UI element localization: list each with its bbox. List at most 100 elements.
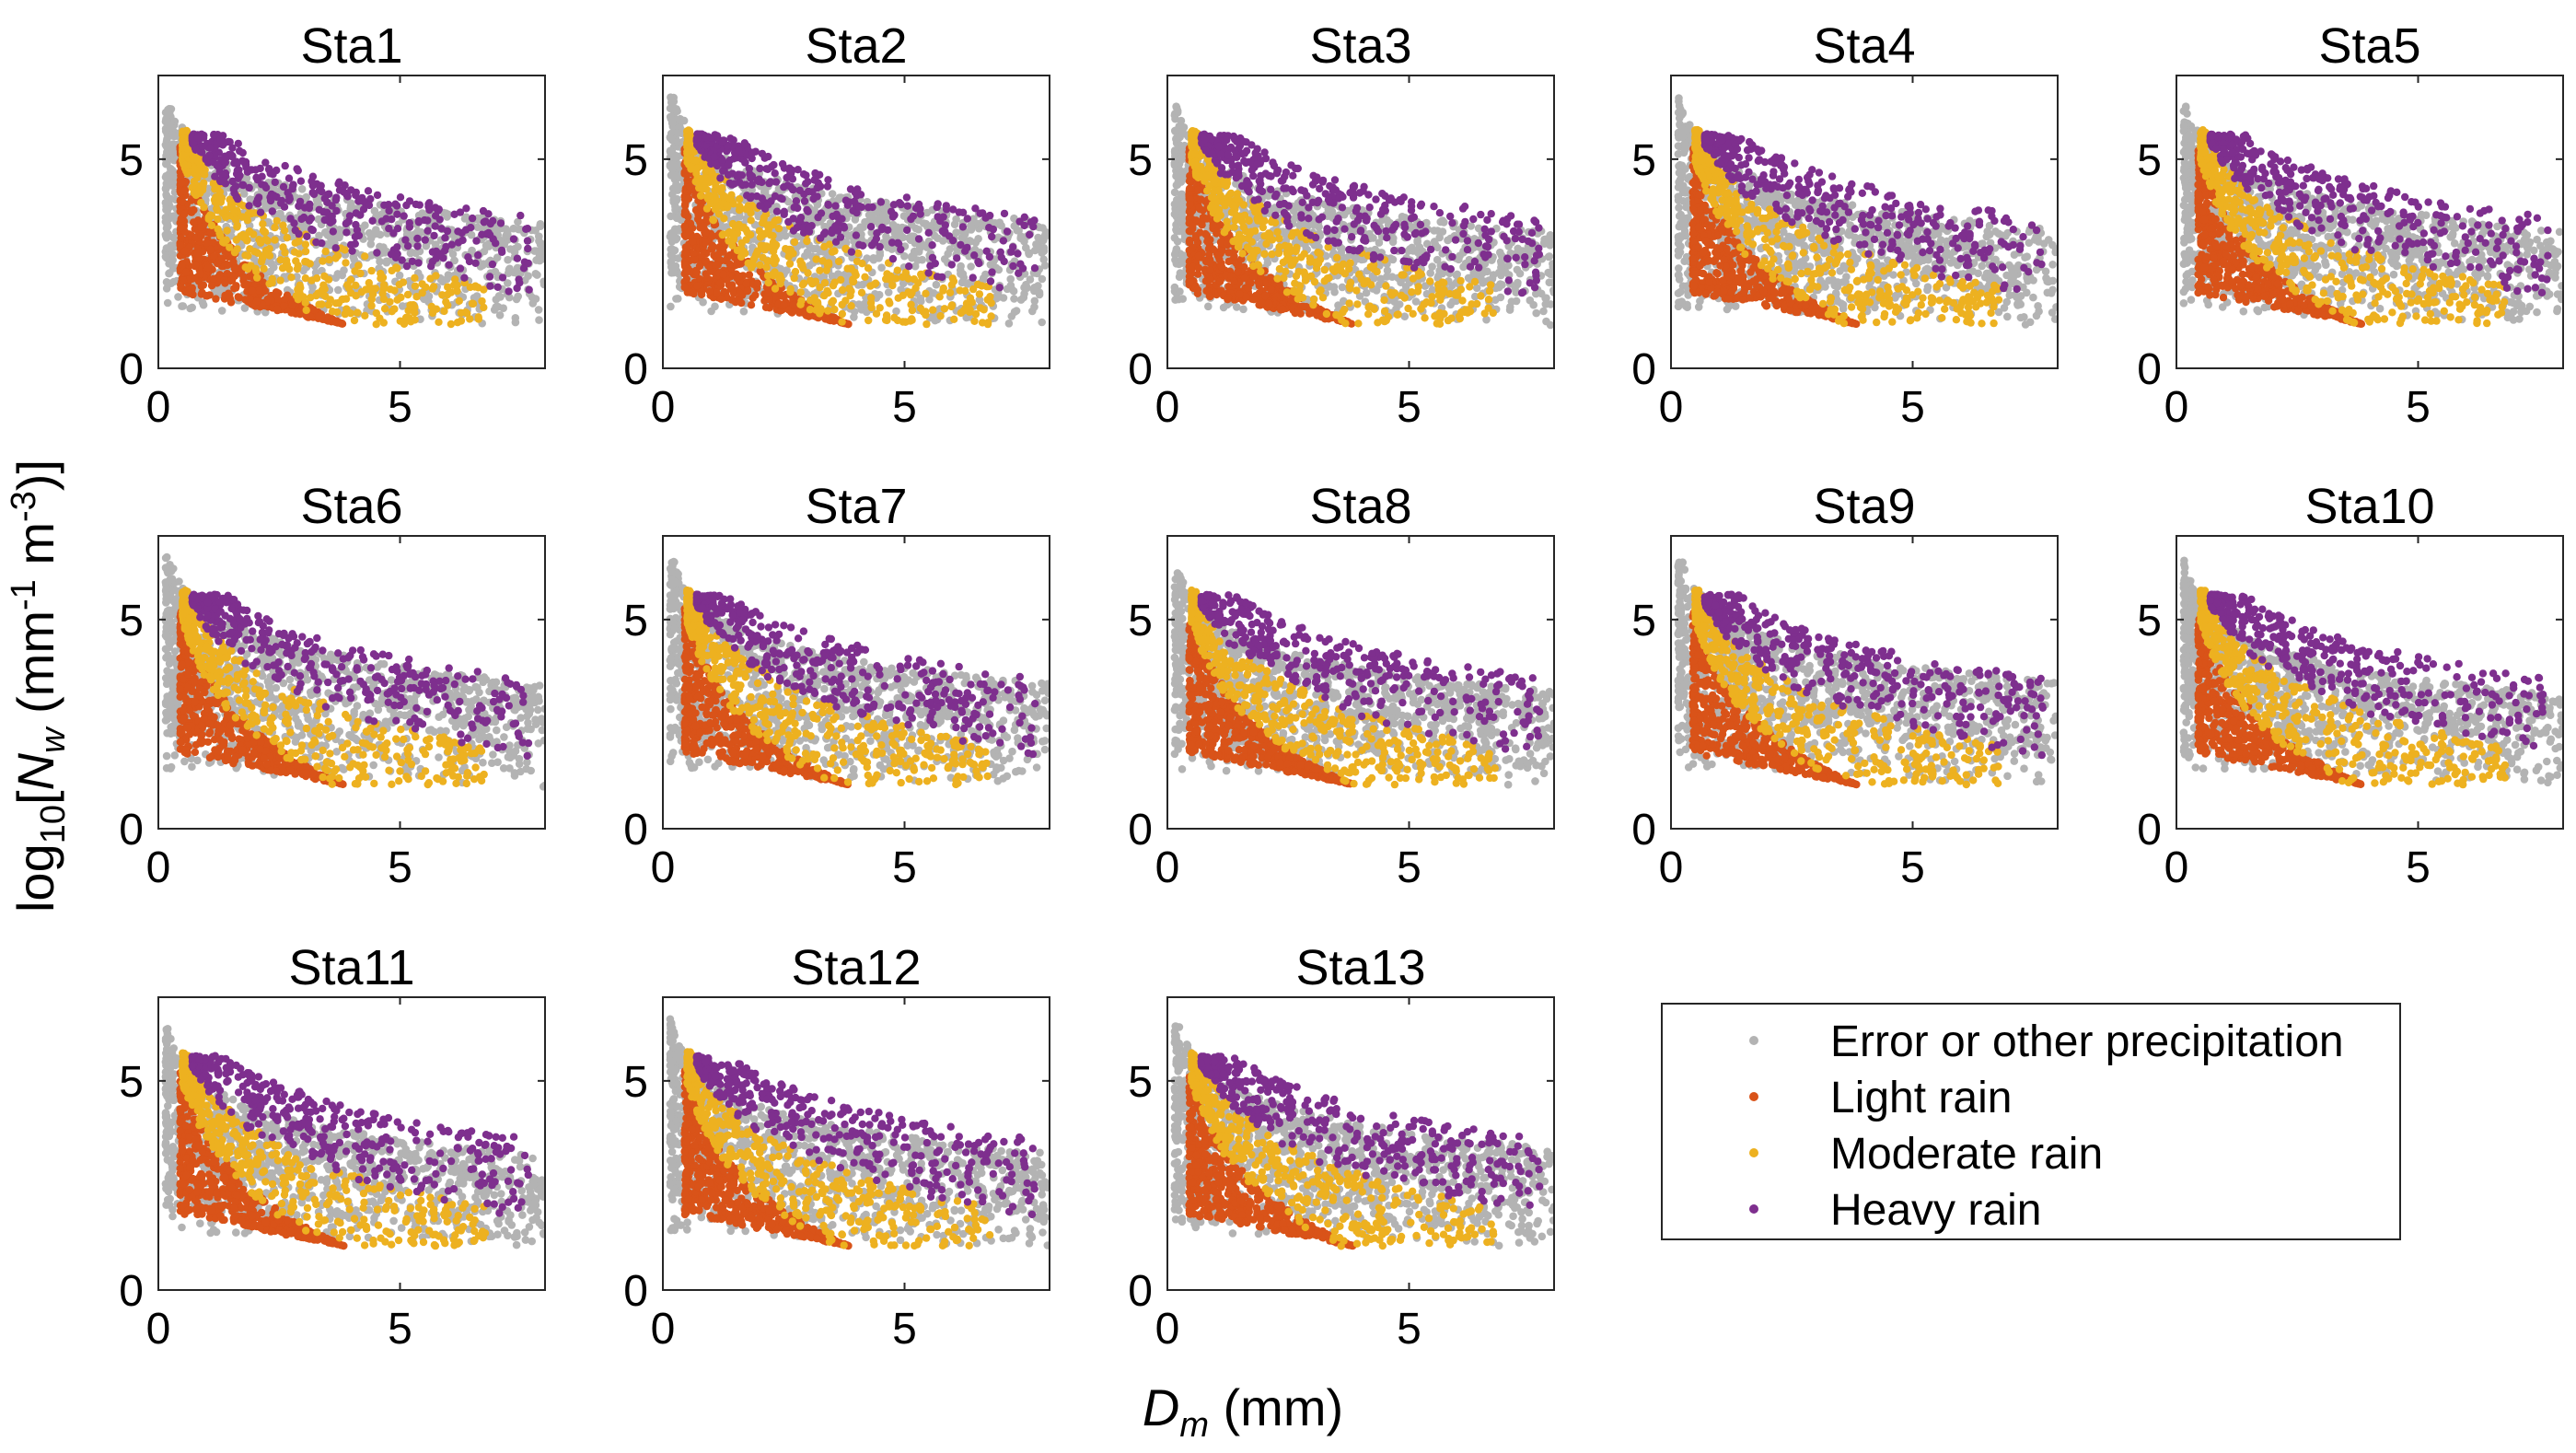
point-heavy-rain <box>405 197 414 205</box>
point-heavy-rain <box>955 208 964 216</box>
point-light-rain <box>271 290 280 299</box>
point-heavy-rain <box>320 194 329 203</box>
point-light-rain <box>696 203 704 212</box>
point-heavy-rain <box>468 214 477 223</box>
point-heavy-rain <box>870 238 879 247</box>
point-light-rain <box>756 267 764 275</box>
point-error-other <box>995 218 1004 227</box>
point-light-rain <box>178 260 187 268</box>
point-moderate-rain <box>343 281 352 289</box>
point-error-other <box>442 209 450 217</box>
point-error-other <box>169 277 178 286</box>
point-error-other <box>297 185 307 193</box>
point-moderate-rain <box>771 285 780 293</box>
point-moderate-rain <box>341 309 349 319</box>
point-heavy-rain <box>256 208 265 216</box>
point-heavy-rain <box>424 203 433 211</box>
point-moderate-rain <box>432 305 441 313</box>
point-moderate-rain <box>342 259 350 267</box>
point-heavy-rain <box>802 171 810 180</box>
point-heavy-rain <box>414 218 424 227</box>
point-moderate-rain <box>876 304 884 312</box>
point-error-other <box>930 231 939 240</box>
point-moderate-rain <box>939 284 947 293</box>
y-tick-label: 5 <box>623 136 648 185</box>
point-error-other <box>905 233 913 242</box>
point-heavy-rain <box>840 224 849 232</box>
point-moderate-rain <box>294 285 302 294</box>
point-moderate-rain <box>830 305 839 314</box>
point-moderate-rain <box>478 296 486 306</box>
point-heavy-rain <box>465 257 474 266</box>
point-moderate-rain <box>281 249 289 257</box>
point-heavy-rain <box>735 146 743 155</box>
point-moderate-rain <box>702 192 712 202</box>
point-heavy-rain <box>450 210 458 218</box>
point-moderate-rain <box>356 269 365 278</box>
point-error-other <box>1030 296 1039 306</box>
point-moderate-rain <box>893 266 901 274</box>
point-light-rain <box>230 264 239 273</box>
point-moderate-rain <box>812 255 820 263</box>
point-heavy-rain <box>341 181 349 190</box>
point-moderate-rain <box>742 236 750 244</box>
point-error-other <box>1007 285 1016 294</box>
point-moderate-rain <box>824 307 832 315</box>
point-error-other <box>346 202 355 211</box>
point-moderate-rain <box>987 312 995 320</box>
point-error-other <box>241 174 250 182</box>
point-moderate-rain <box>729 230 737 238</box>
point-heavy-rain <box>405 218 413 227</box>
point-light-rain <box>694 212 702 220</box>
point-moderate-rain <box>908 315 916 323</box>
point-heavy-rain <box>308 189 317 197</box>
point-light-rain <box>680 222 689 231</box>
point-heavy-rain <box>868 203 876 212</box>
point-heavy-rain <box>329 227 337 236</box>
point-heavy-rain <box>771 192 780 201</box>
point-heavy-rain <box>789 215 797 223</box>
point-light-rain <box>203 263 213 273</box>
point-heavy-rain <box>884 226 892 234</box>
point-light-rain <box>705 287 714 296</box>
point-error-other <box>1023 284 1031 293</box>
point-light-rain <box>680 169 689 178</box>
point-heavy-rain <box>295 202 303 210</box>
point-error-other <box>315 231 323 240</box>
point-error-other <box>366 239 376 249</box>
point-error-other <box>165 269 173 278</box>
point-heavy-rain <box>934 213 942 221</box>
point-error-other <box>168 132 177 140</box>
point-light-rain <box>180 276 188 285</box>
point-heavy-rain <box>905 262 913 271</box>
point-moderate-rain <box>194 167 203 175</box>
point-light-rain <box>742 279 750 288</box>
point-heavy-rain <box>838 215 846 223</box>
point-error-other <box>534 306 543 314</box>
point-heavy-rain <box>914 235 923 243</box>
point-error-other <box>535 232 543 240</box>
point-moderate-rain <box>798 260 806 269</box>
point-heavy-rain <box>228 177 237 186</box>
point-error-other <box>828 190 837 198</box>
point-moderate-rain <box>971 309 981 319</box>
point-error-other <box>420 295 429 304</box>
point-heavy-rain <box>364 187 373 195</box>
point-light-rain <box>217 254 226 262</box>
point-heavy-rain <box>903 226 911 235</box>
point-heavy-rain <box>914 200 923 209</box>
point-light-rain <box>735 272 743 281</box>
point-moderate-rain <box>276 276 284 285</box>
point-moderate-rain <box>798 281 807 289</box>
point-moderate-rain <box>847 302 855 310</box>
point-heavy-rain <box>772 207 782 215</box>
point-heavy-rain <box>916 210 924 218</box>
point-error-other <box>163 298 172 308</box>
point-error-other <box>320 228 330 237</box>
point-error-other <box>496 293 505 301</box>
point-heavy-rain <box>726 134 735 143</box>
point-error-other <box>667 212 675 221</box>
point-moderate-rain <box>328 308 337 316</box>
point-heavy-rain <box>284 189 292 197</box>
